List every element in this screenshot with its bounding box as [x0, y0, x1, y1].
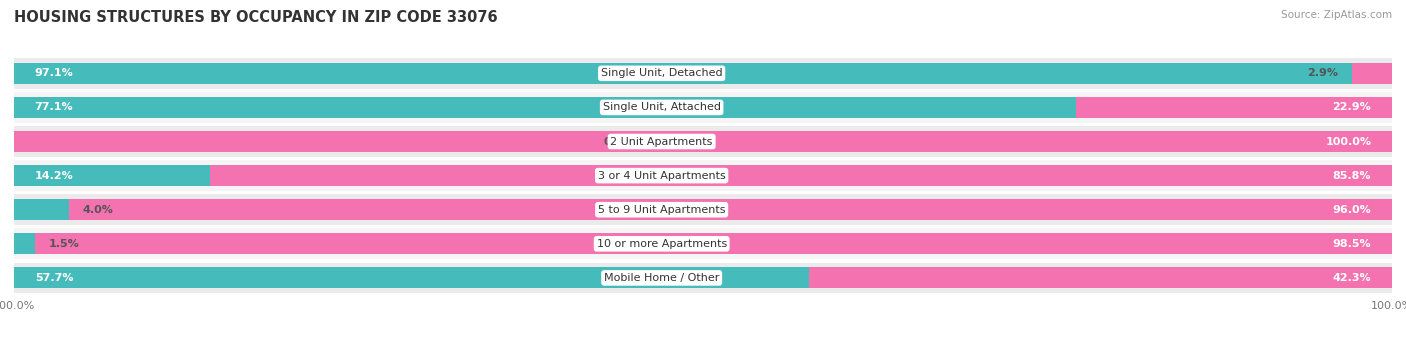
Text: 4.0%: 4.0% — [83, 205, 114, 215]
Text: 42.3%: 42.3% — [1333, 273, 1371, 283]
Text: Mobile Home / Other: Mobile Home / Other — [605, 273, 720, 283]
Bar — [14, 92, 1392, 123]
Text: 96.0%: 96.0% — [1333, 205, 1371, 215]
Text: HOUSING STRUCTURES BY OCCUPANCY IN ZIP CODE 33076: HOUSING STRUCTURES BY OCCUPANCY IN ZIP C… — [14, 10, 498, 25]
Text: 5 to 9 Unit Apartments: 5 to 9 Unit Apartments — [598, 205, 725, 215]
Bar — [14, 63, 1353, 84]
Bar — [1077, 97, 1392, 118]
Bar — [14, 233, 35, 254]
Bar — [14, 228, 1392, 259]
Bar — [14, 263, 1392, 293]
Text: 2.9%: 2.9% — [1308, 68, 1339, 78]
Legend: Owner-occupied, Renter-occupied: Owner-occupied, Renter-occupied — [572, 336, 834, 341]
Bar — [14, 131, 1392, 152]
Text: 0.0%: 0.0% — [603, 136, 634, 147]
Text: 3 or 4 Unit Apartments: 3 or 4 Unit Apartments — [598, 170, 725, 181]
Text: 10 or more Apartments: 10 or more Apartments — [596, 239, 727, 249]
Text: 1.5%: 1.5% — [48, 239, 79, 249]
Bar — [14, 97, 1077, 118]
Bar — [209, 165, 1392, 186]
Text: 85.8%: 85.8% — [1333, 170, 1371, 181]
Text: Single Unit, Attached: Single Unit, Attached — [603, 102, 721, 113]
Text: 97.1%: 97.1% — [35, 68, 73, 78]
Bar — [14, 126, 1392, 157]
Bar — [14, 194, 1392, 225]
Text: 100.0%: 100.0% — [1326, 136, 1371, 147]
Text: 22.9%: 22.9% — [1333, 102, 1371, 113]
Text: 98.5%: 98.5% — [1333, 239, 1371, 249]
Bar — [14, 160, 1392, 191]
Text: Source: ZipAtlas.com: Source: ZipAtlas.com — [1281, 10, 1392, 20]
Bar — [14, 199, 69, 220]
Text: 14.2%: 14.2% — [35, 170, 73, 181]
Bar — [808, 267, 1392, 288]
Bar — [14, 267, 808, 288]
Bar — [14, 58, 1392, 89]
Bar — [1353, 63, 1392, 84]
Text: Single Unit, Detached: Single Unit, Detached — [600, 68, 723, 78]
Text: 2 Unit Apartments: 2 Unit Apartments — [610, 136, 713, 147]
Bar — [69, 199, 1392, 220]
Text: 77.1%: 77.1% — [35, 102, 73, 113]
Text: 57.7%: 57.7% — [35, 273, 73, 283]
Bar — [35, 233, 1392, 254]
Bar — [14, 165, 209, 186]
